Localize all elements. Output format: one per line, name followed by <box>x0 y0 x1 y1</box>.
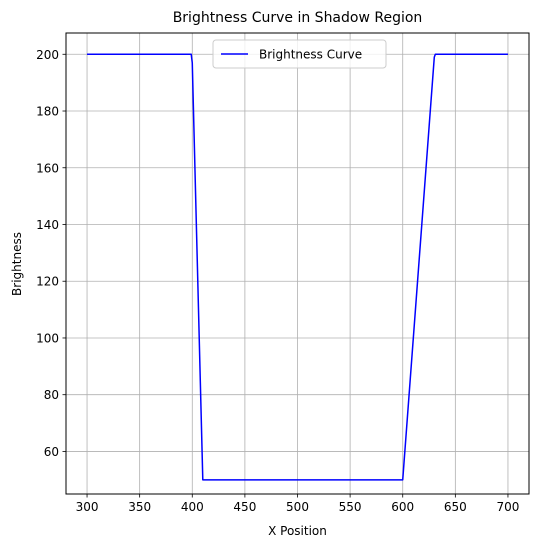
y-tick-label: 60 <box>44 445 59 459</box>
y-tick-label: 160 <box>36 161 59 175</box>
y-tick-label: 80 <box>44 388 59 402</box>
y-axis-ticks: 60 80 100 120 140 160 180 200 <box>36 48 66 459</box>
legend: Brightness Curve <box>212 39 387 69</box>
x-axis-label: X Position <box>268 524 327 538</box>
x-tick-label: 450 <box>233 500 256 514</box>
x-tick-label: 400 <box>181 500 204 514</box>
y-axis-label: Brightness <box>10 232 24 296</box>
x-tick-label: 350 <box>128 500 151 514</box>
x-tick-label: 650 <box>444 500 467 514</box>
chart-title: Brightness Curve in Shadow Region <box>173 10 423 26</box>
plot-lines <box>87 53 508 481</box>
y-tick-label: 140 <box>36 218 59 232</box>
y-tick-label: 100 <box>36 331 59 345</box>
x-tick-label: 500 <box>286 500 309 514</box>
x-tick-label: 700 <box>497 500 520 514</box>
y-tick-label: 120 <box>36 275 59 289</box>
series-line <box>87 53 508 481</box>
legend-label: Brightness Curve <box>259 48 362 62</box>
x-axis-ticks: 300 350 400 450 500 550 600 650 700 <box>76 494 520 514</box>
y-tick-label: 180 <box>36 105 59 119</box>
x-tick-label: 600 <box>391 500 414 514</box>
legend-box <box>212 39 387 69</box>
x-tick-label: 550 <box>339 500 362 514</box>
y-tick-label: 200 <box>36 48 59 62</box>
x-tick-label: 300 <box>76 500 99 514</box>
